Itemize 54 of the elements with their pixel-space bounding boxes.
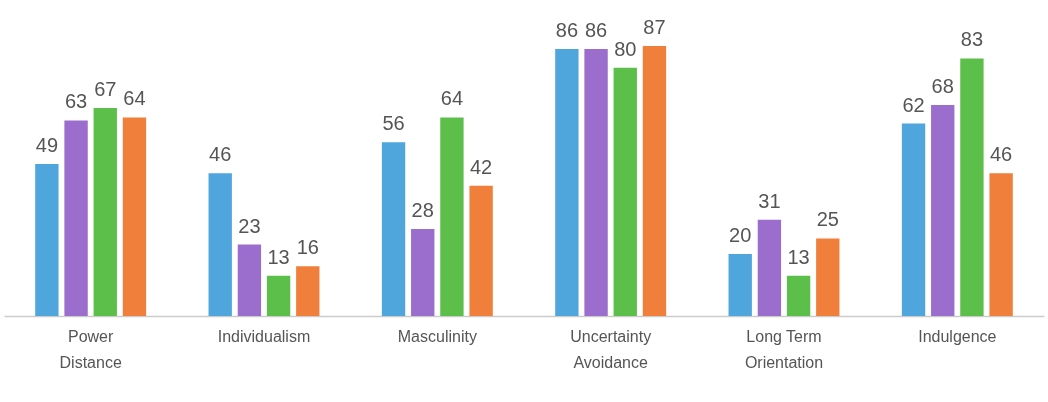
bar bbox=[93, 108, 117, 316]
x-tick-label: Power Distance bbox=[59, 327, 122, 371]
bar bbox=[440, 117, 464, 316]
data-label: 86 bbox=[584, 19, 608, 42]
data-label: 42 bbox=[470, 155, 493, 178]
bar bbox=[816, 238, 840, 316]
data-label: 46 bbox=[209, 143, 232, 166]
bar bbox=[122, 117, 147, 316]
data-label: 56 bbox=[382, 112, 405, 135]
data-label: 16 bbox=[296, 236, 319, 259]
data-label: 86 bbox=[555, 19, 578, 42]
bar bbox=[411, 229, 435, 316]
bar bbox=[64, 120, 88, 316]
data-label: 13 bbox=[787, 245, 810, 268]
x-tick-label: Individualism bbox=[217, 327, 311, 345]
data-label: 13 bbox=[267, 245, 290, 268]
bar bbox=[786, 275, 811, 316]
x-tick-label: Masculinity bbox=[397, 327, 477, 345]
x-tick-label: Long Term Orientation bbox=[744, 327, 824, 371]
data-label: 25 bbox=[816, 208, 839, 231]
data-label: 83 bbox=[960, 28, 984, 51]
data-label: 68 bbox=[931, 74, 954, 97]
bar bbox=[35, 163, 59, 316]
data-label: 64 bbox=[123, 87, 146, 110]
bar bbox=[989, 173, 1013, 316]
bar bbox=[266, 275, 291, 316]
data-label: 63 bbox=[64, 90, 88, 113]
bar bbox=[901, 123, 926, 316]
data-label: 80 bbox=[614, 37, 637, 60]
bar bbox=[208, 173, 232, 316]
bar bbox=[613, 67, 637, 316]
bar bbox=[469, 185, 493, 316]
data-label: 31 bbox=[758, 189, 781, 212]
data-label: 28 bbox=[411, 199, 434, 222]
data-label: 23 bbox=[238, 214, 261, 237]
x-tick-label: Indulgence bbox=[918, 327, 997, 345]
bar bbox=[584, 49, 608, 316]
data-label: 20 bbox=[729, 223, 752, 246]
data-label: 67 bbox=[94, 78, 117, 101]
bar bbox=[757, 219, 782, 316]
bar bbox=[642, 46, 667, 316]
x-tick-label: Uncertainty Avoidance bbox=[570, 327, 652, 371]
data-label: 64 bbox=[440, 87, 464, 110]
data-label: 49 bbox=[35, 133, 58, 156]
bar bbox=[960, 58, 984, 316]
bar bbox=[555, 49, 579, 316]
bar bbox=[931, 104, 955, 316]
bar bbox=[728, 253, 752, 316]
bar bbox=[381, 142, 406, 316]
data-label: 46 bbox=[990, 143, 1013, 166]
data-label: 62 bbox=[902, 93, 925, 116]
data-label: 87 bbox=[643, 16, 666, 38]
bar bbox=[296, 266, 320, 316]
bar bbox=[237, 244, 262, 316]
